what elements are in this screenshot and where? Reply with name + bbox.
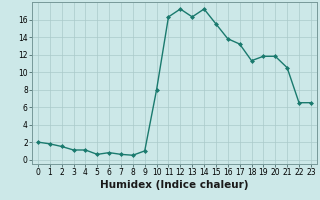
X-axis label: Humidex (Indice chaleur): Humidex (Indice chaleur): [100, 180, 249, 190]
